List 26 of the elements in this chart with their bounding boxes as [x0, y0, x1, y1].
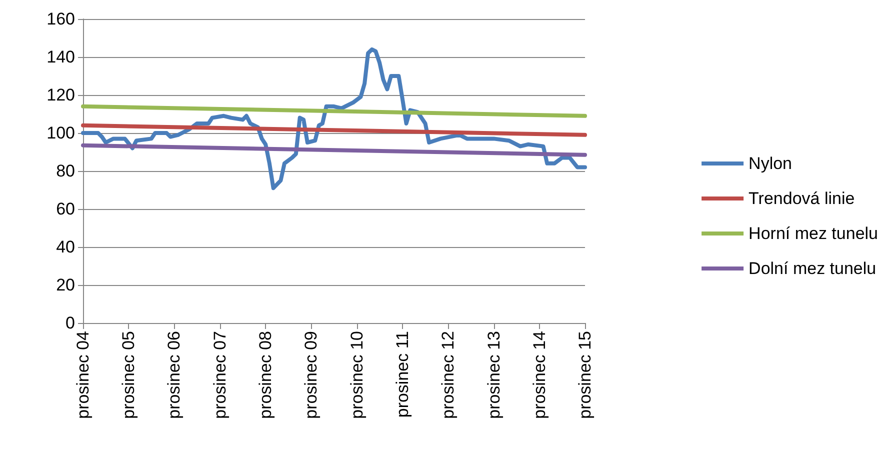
legend-label: Horní mez tunelu [748, 224, 878, 243]
x-tick-label: prosinec 07 [210, 331, 230, 419]
x-tick-label: prosinec 09 [302, 331, 321, 419]
y-tick-label: 80 [56, 162, 75, 180]
x-tick-label: prosinec 13 [484, 331, 504, 419]
x-tick-label: prosinec 15 [576, 331, 594, 419]
x-tick-label: prosinec 12 [438, 331, 458, 419]
x-tick-label: prosinec 05 [119, 331, 138, 419]
y-tick-label: 40 [56, 238, 75, 256]
y-tick-label: 120 [46, 86, 75, 104]
y-tick-label: 160 [46, 10, 75, 28]
legend-label: Nylon [748, 154, 792, 173]
y-tick-label: 0 [66, 314, 75, 332]
x-tick-label: prosinec 14 [530, 331, 549, 419]
x-tick-label: prosinec 04 [74, 331, 92, 419]
y-tick-label: 100 [46, 124, 75, 142]
legend-label: Dolní mez tunelu [748, 259, 876, 278]
y-tick-label: 60 [56, 200, 75, 218]
x-tick-label: prosinec 08 [256, 331, 276, 419]
line-series [81, 47, 587, 190]
x-tick-label: prosinec 11 [392, 331, 412, 418]
x-tick-label: prosinec 06 [164, 331, 184, 419]
y-tick-label: 20 [56, 276, 75, 294]
legend-label: Trendová linie [748, 189, 855, 208]
x-tick-label: prosinec 10 [347, 331, 366, 419]
y-tick-label: 140 [46, 48, 75, 66]
